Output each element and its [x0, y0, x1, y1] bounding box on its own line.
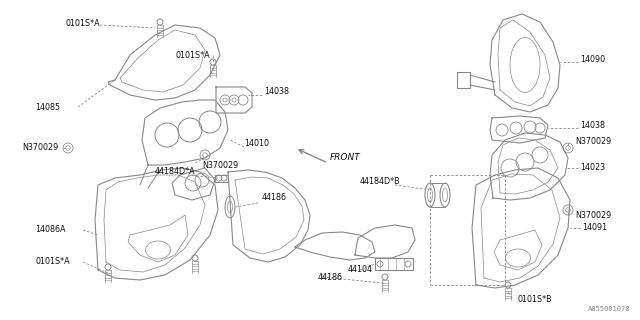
Text: 0101S*A: 0101S*A: [35, 258, 70, 267]
Text: N370029: N370029: [575, 138, 611, 147]
Text: 14010: 14010: [244, 139, 269, 148]
Text: N370029: N370029: [22, 143, 58, 153]
Text: 44104: 44104: [348, 266, 373, 275]
Text: 44184D*A: 44184D*A: [155, 167, 196, 177]
Text: 44184D*B: 44184D*B: [360, 178, 401, 187]
Text: 14038: 14038: [580, 122, 605, 131]
Text: 14091: 14091: [582, 223, 607, 233]
Text: 44186: 44186: [318, 274, 343, 283]
Text: 14090: 14090: [580, 55, 605, 65]
Text: N370029: N370029: [575, 212, 611, 220]
Text: A055001078: A055001078: [588, 306, 630, 312]
Text: 44186: 44186: [262, 194, 287, 203]
Text: FRONT: FRONT: [330, 154, 361, 163]
Text: 14023: 14023: [580, 164, 605, 172]
Text: 0101S*A: 0101S*A: [175, 51, 210, 60]
Text: 14038: 14038: [264, 87, 289, 97]
Text: 14086A: 14086A: [35, 226, 65, 235]
Text: 14085: 14085: [35, 102, 60, 111]
Text: N370029: N370029: [202, 161, 238, 170]
Text: 0101S*B: 0101S*B: [518, 295, 552, 305]
Text: 0101S*A: 0101S*A: [65, 19, 100, 28]
